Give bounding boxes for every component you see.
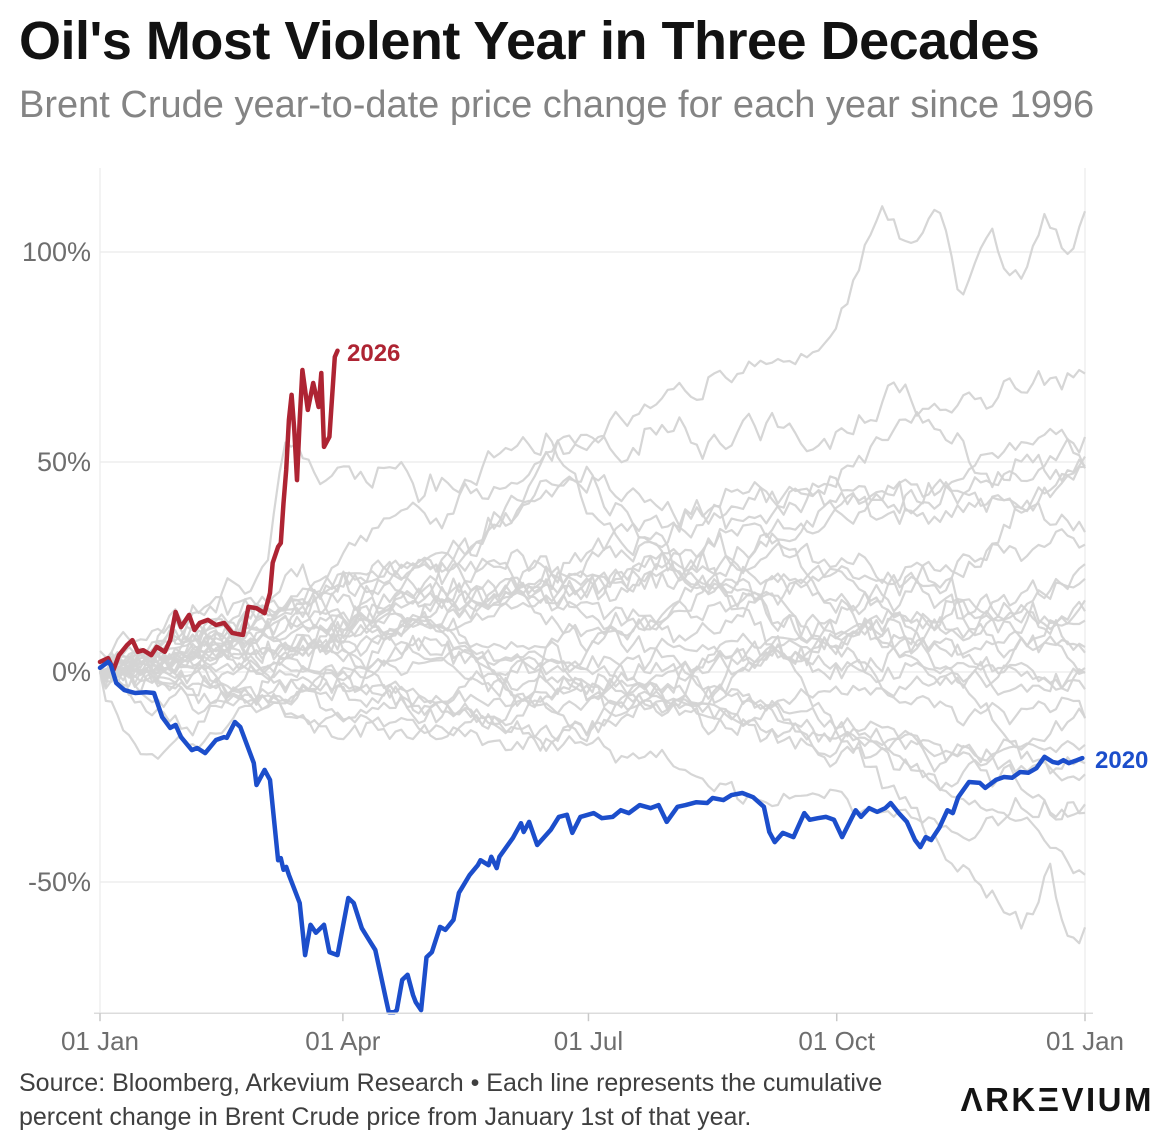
page-subtitle: Brent Crude year-to-date price change fo… — [19, 84, 1095, 126]
source-note-line1: Source: Bloomberg, Arkevium Research • E… — [19, 1069, 883, 1097]
y-tick-label: 50% — [37, 447, 91, 477]
source-note: Source: Bloomberg, Arkevium Research • E… — [19, 1066, 882, 1134]
page-title: Oil's Most Violent Year in Three Decades — [19, 11, 1040, 71]
background-year-line-2008 — [99, 465, 1087, 945]
series-line-2020 — [97, 659, 1085, 1015]
series-label-2026: 2026 — [347, 340, 401, 367]
source-note-line2: percent change in Brent Crude price from… — [19, 1103, 752, 1131]
x-tick-label: 01 Oct — [798, 1026, 875, 1056]
y-tick-label: 100% — [22, 237, 91, 267]
x-tick-label: 01 Jan — [61, 1026, 139, 1056]
arkevium-logo: ΛRKΞVIUM — [960, 1081, 1154, 1118]
background-year-line-2016 — [98, 456, 1086, 760]
series-label-2020: 2020 — [1095, 747, 1149, 774]
x-tick-label: 01 Jul — [554, 1026, 623, 1056]
background-year-line-2011 — [99, 559, 1086, 694]
footer: Source: Bloomberg, Arkevium Research • E… — [19, 1066, 1154, 1134]
background-year-line-2021 — [99, 411, 1086, 673]
x-tick-label: 01 Apr — [305, 1026, 381, 1056]
x-tick-label: 01 Jan — [1046, 1026, 1124, 1056]
background-year-line-2009 — [99, 368, 1086, 715]
y-tick-label: -50% — [28, 867, 91, 897]
background-year-line-2018 — [99, 567, 1086, 775]
y-tick-label: 0% — [52, 657, 91, 687]
background-year-line-2025 — [99, 640, 1086, 762]
background-year-line-2007 — [99, 427, 1087, 683]
background-year-line-2024 — [99, 611, 1086, 710]
background-year-line-2022 — [99, 432, 1086, 673]
background-year-line-2014 — [98, 647, 1086, 876]
background-year-line-2023 — [99, 632, 1087, 743]
series-line-2026 — [97, 348, 340, 673]
background-year-line-2013 — [98, 637, 1086, 715]
background-year-line-2017 — [99, 599, 1086, 752]
